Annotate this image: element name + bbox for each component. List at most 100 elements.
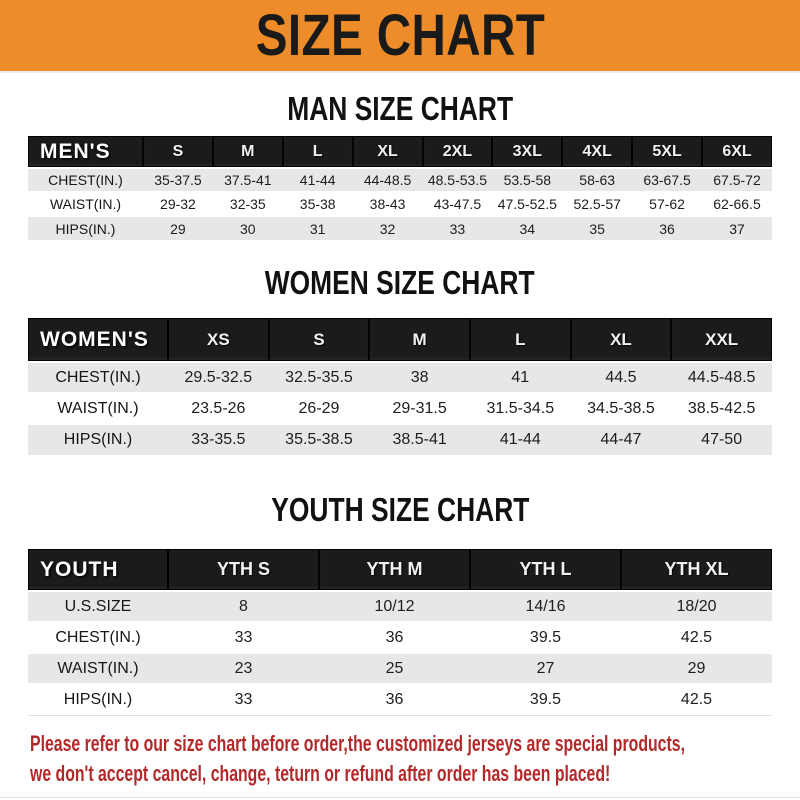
table-header-row: YOUTH YTH S YTH M YTH L YTH XL [28,549,772,591]
row-label: CHEST(IN.) [28,167,143,192]
size-cell: 31.5-34.5 [469,392,571,424]
bottom-divider [0,796,800,798]
size-cell: 35-38 [282,191,353,216]
footer-line-1: Please refer to our size chart before or… [30,730,685,756]
column-header: YTH L [470,549,621,591]
size-cell: 37.5-41 [212,167,283,192]
size-cell: 41-44 [282,167,353,192]
column-header: XXL [671,318,772,362]
size-cell: 44.5 [570,361,672,393]
size-cell: 23.5-26 [168,392,269,424]
size-cell: 57-62 [632,191,702,216]
size-cell: 63-67.5 [632,167,702,192]
table-row: CHEST(IN.) 29.5-32.5 32.5-35.5 38 41 44.5 44.5… [28,361,772,393]
row-label: CHEST(IN.) [28,621,168,653]
size-cell: 33-35.5 [168,423,269,455]
size-cell: 33 [422,215,493,240]
size-cell: 8 [168,590,319,622]
womens-size-table: WOMEN'S XS S M L XL XXL CHEST(IN.) 29.5-32.5 32.5… [28,318,772,455]
column-header: S [268,318,370,362]
row-label: CHEST(IN.) [28,361,168,393]
size-cell: 35 [562,215,633,240]
size-cell: 58-63 [562,167,633,192]
size-cell: 35-37.5 [143,167,213,192]
table-row: HIPS(IN.) 33-35.5 35.5-38.5 38.5-41 41-44 44-… [28,423,772,455]
row-label: WAIST(IN.) [28,652,168,684]
table-row: WAIST(IN.) 23.5-26 26-29 29-31.5 31.5-34.5 34… [28,392,772,424]
size-cell: 36 [319,683,470,715]
size-cell: 37 [702,215,772,240]
row-label: HIPS(IN.) [28,423,168,455]
table-row: WAIST(IN.) 23 25 27 29 [28,652,772,684]
size-cell: 18/20 [621,590,772,622]
row-label: HIPS(IN.) [28,215,143,240]
size-cell: 39.5 [470,683,621,715]
column-header: XS [168,318,269,362]
row-label: U.S.SIZE [28,590,168,622]
table-row: HIPS(IN.) 29 30 31 32 33 34 35 36 37 [28,215,772,240]
section-heading-womens: WOMEN SIZE CHART [265,264,535,301]
size-cell: 42.5 [621,683,772,715]
table-title-cell: MEN'S [28,136,143,168]
section-heading-mens: MAN SIZE CHART [287,90,513,127]
size-cell: 44-47 [570,423,672,455]
size-cell: 26-29 [268,392,370,424]
page-title: SIZE CHART [255,3,545,68]
row-label: HIPS(IN.) [28,683,168,715]
size-cell: 34.5-38.5 [570,392,672,424]
size-cell: 38 [369,361,470,393]
size-cell: 36 [319,621,470,653]
column-header: YTH M [319,549,470,591]
column-header: L [282,136,353,168]
size-cell: 48.5-53.5 [422,167,493,192]
size-cell: 43-47.5 [422,191,493,216]
footer-line-2: we don't accept cancel, change, teturn o… [30,760,611,786]
size-cell: 31 [282,215,353,240]
size-cell: 52.5-57 [562,191,633,216]
column-header: 3XL [492,136,563,168]
row-label: WAIST(IN.) [28,191,143,216]
size-cell: 29-31.5 [369,392,470,424]
column-header: M [212,136,283,168]
table-row: HIPS(IN.) 33 36 39.5 42.5 [28,683,772,715]
table-header-row: MEN'S S M L XL 2XL 3XL 4XL 5XL 6XL [28,136,772,168]
size-cell: 32 [352,215,423,240]
size-cell: 67.5-72 [702,167,772,192]
footer-note: Please refer to our size chart before or… [30,729,800,789]
section-mens: MAN SIZE CHART MEN'S S M L XL 2XL 3XL 4XL 5XL 6XL C… [0,90,800,240]
size-cell: 32.5-35.5 [268,361,370,393]
section-youth: YOUTH SIZE CHART YOUTH YTH S YTH M YTH L YTH … [0,491,800,716]
table-row: CHEST(IN.) 35-37.5 37.5-41 41-44 44-48.5 48.5… [28,167,772,192]
table-row: U.S.SIZE 8 10/12 14/16 18/20 [28,590,772,622]
size-cell: 29 [143,215,213,240]
size-cell: 30 [212,215,283,240]
row-label: WAIST(IN.) [28,392,168,424]
size-cell: 38.5-42.5 [671,392,772,424]
size-cell: 38.5-41 [369,423,470,455]
column-header: L [469,318,571,362]
size-cell: 42.5 [621,621,772,653]
table-row: WAIST(IN.) 29-32 32-35 35-38 38-43 43-47.5 47.… [28,191,772,216]
size-cell: 38-43 [352,191,423,216]
size-cell: 62-66.5 [702,191,772,216]
column-header: XL [352,136,423,168]
table-header-row: WOMEN'S XS S M L XL XXL [28,318,772,362]
size-cell: 44-48.5 [352,167,423,192]
column-header: M [369,318,470,362]
size-cell: 39.5 [470,621,621,653]
column-header: S [143,136,213,168]
column-header: XL [570,318,672,362]
size-cell: 47.5-52.5 [492,191,563,216]
column-header: 6XL [702,136,772,168]
size-cell: 14/16 [470,590,621,622]
table-row: CHEST(IN.) 33 36 39.5 42.5 [28,621,772,653]
banner: SIZE CHART [0,0,800,73]
size-cell: 23 [168,652,319,684]
size-cell: 29.5-32.5 [168,361,269,393]
size-cell: 34 [492,215,563,240]
section-heading-youth: YOUTH SIZE CHART [270,491,530,528]
size-cell: 41 [469,361,571,393]
size-cell: 25 [319,652,470,684]
sections-container: MAN SIZE CHART MEN'S S M L XL 2XL 3XL 4XL 5XL 6XL C… [0,90,800,716]
